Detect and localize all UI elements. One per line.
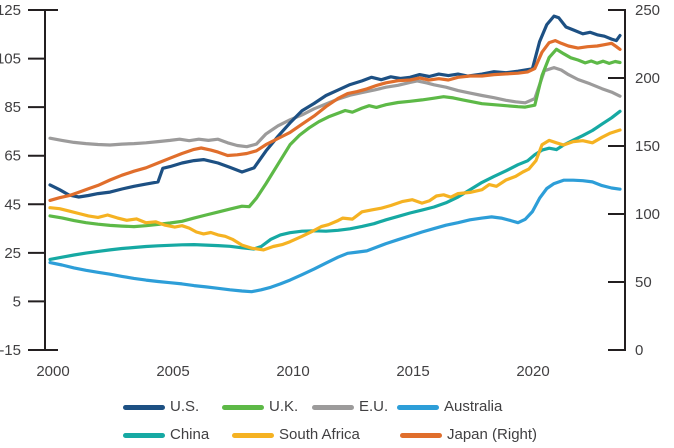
left-axis-tick-label: 65 bbox=[4, 148, 21, 165]
series-line-u-k bbox=[48, 47, 622, 229]
legend-item-u-s: U.S. bbox=[123, 399, 199, 415]
legend-label: E.U. bbox=[359, 398, 389, 415]
right-axis-tick-label: 50 bbox=[635, 274, 652, 291]
legend-item-u-k: U.K. bbox=[222, 399, 298, 415]
legend-swatch bbox=[397, 404, 439, 410]
legend-swatch bbox=[123, 404, 165, 410]
series-line-china bbox=[48, 109, 622, 261]
left-axis-tick-label: 125 bbox=[0, 2, 21, 19]
legend-label: U.S. bbox=[170, 398, 200, 415]
right-axis-tick-label: 250 bbox=[635, 2, 660, 19]
legend-item-e-u: E.U. bbox=[312, 399, 388, 415]
legend-swatch bbox=[400, 432, 442, 438]
legend-label: China bbox=[170, 426, 210, 443]
series-line-south-africa bbox=[48, 128, 622, 252]
x-axis-tick-label: 2000 bbox=[36, 363, 69, 380]
series-line-e-u bbox=[48, 65, 622, 149]
left-axis-tick-label: 105 bbox=[0, 51, 21, 68]
legend-item-china: China bbox=[123, 427, 209, 443]
x-axis-tick-label: 2015 bbox=[396, 363, 429, 380]
legend-swatch bbox=[232, 432, 274, 438]
right-axis-tick-label: 200 bbox=[635, 70, 660, 87]
series-line-japan-right bbox=[48, 38, 622, 202]
left-axis-tick-label: 85 bbox=[4, 99, 21, 116]
legend-label: U.K. bbox=[269, 398, 299, 415]
left-axis-tick-label: 45 bbox=[4, 196, 21, 213]
x-axis-tick-label: 2005 bbox=[156, 363, 189, 380]
legend-swatch bbox=[222, 404, 264, 410]
series-line-u-s bbox=[48, 14, 622, 199]
legend-swatch bbox=[123, 432, 165, 438]
left-axis-tick-label: -15 bbox=[0, 342, 21, 359]
x-axis-tick-label: 2020 bbox=[516, 363, 549, 380]
legend-item-japan-right: Japan (Right) bbox=[400, 427, 537, 443]
legend-label: Australia bbox=[444, 398, 503, 415]
right-axis-tick-label: 0 bbox=[635, 342, 643, 359]
legend-item-australia: Australia bbox=[397, 399, 502, 415]
x-axis-tick-label: 2010 bbox=[276, 363, 309, 380]
right-axis-tick-label: 100 bbox=[635, 206, 660, 223]
left-axis-tick-label: 25 bbox=[4, 245, 21, 262]
left-axis-tick-label: 5 bbox=[13, 293, 21, 310]
legend-label: South Africa bbox=[279, 426, 360, 443]
legend-swatch bbox=[312, 404, 354, 410]
legend-label: Japan (Right) bbox=[447, 426, 538, 443]
right-axis-tick-label: 150 bbox=[635, 138, 660, 155]
series-line-australia bbox=[48, 178, 622, 294]
legend-item-south-africa: South Africa bbox=[232, 427, 360, 443]
